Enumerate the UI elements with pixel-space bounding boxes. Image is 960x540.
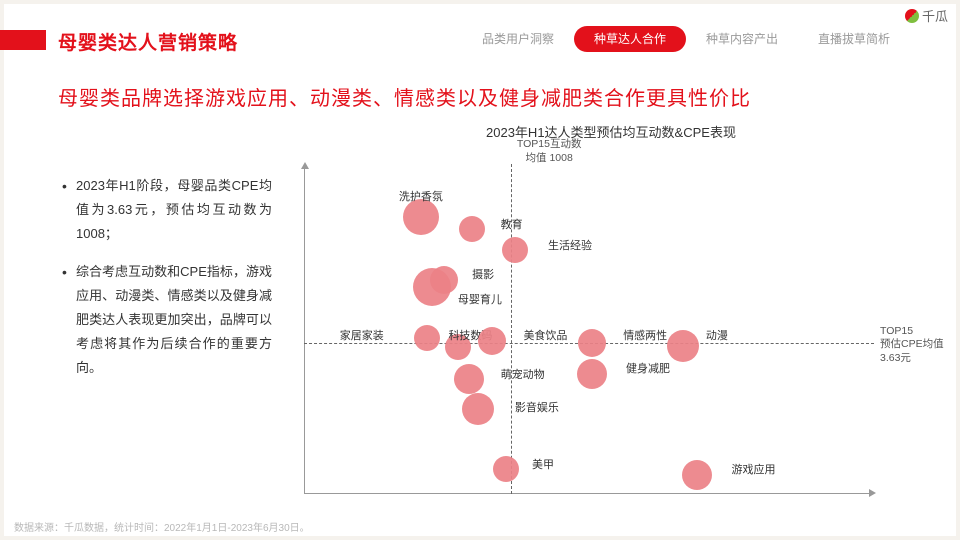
bubble-洗护香氛 (403, 199, 439, 235)
plot-area: TOP15互动数均值 1008TOP15预估CPE均值3.63元洗护香氛教育生活… (304, 164, 874, 494)
bubble-情感两性 (578, 329, 606, 357)
bubble-label-健身减肥: 健身减肥 (626, 360, 670, 376)
bubble-label-生活经验: 生活经验 (548, 237, 592, 253)
tab-种草达人合作[interactable]: 种草达人合作 (574, 26, 686, 52)
x-axis (304, 493, 874, 494)
bubble-label-情感两性: 情感两性 (623, 327, 667, 343)
bubble-label-母婴育儿: 母婴育儿 (458, 291, 502, 307)
chart-title: 2023年H1达人类型预估均互动数&CPE表现 (296, 122, 926, 141)
bubble-label-洗护香氛: 洗护香氛 (399, 188, 443, 204)
bubble-label-游戏应用: 游戏应用 (732, 461, 776, 477)
ref-line-vertical (511, 164, 512, 494)
tab-品类用户洞察[interactable]: 品类用户洞察 (462, 26, 574, 52)
logo-text: 千瓜 (922, 6, 948, 25)
x-ref-label: TOP15预估CPE均值3.63元 (880, 325, 944, 366)
y-axis (304, 164, 305, 494)
bubble-母婴育儿 (413, 268, 451, 306)
bubble-label-美食饮品: 美食饮品 (523, 327, 567, 343)
slide-page: 母婴类达人营销策略 品类用户洞察种草达人合作种草内容产出直播拔草简析 千瓜 母婴… (0, 0, 960, 540)
bullets-ul: 2023年H1阶段，母婴品类CPE均值为3.63元，预估均互动数为1008； 综合… (62, 174, 272, 380)
bubble-label-摄影: 摄影 (472, 266, 494, 282)
bullet-list: 2023年H1阶段，母婴品类CPE均值为3.63元，预估均互动数为1008； 综合… (62, 174, 272, 394)
bubble-教育 (459, 216, 485, 242)
bullet-item: 2023年H1阶段，母婴品类CPE均值为3.63元，预估均互动数为1008； (62, 174, 272, 246)
brand-logo: 千瓜 (905, 6, 948, 25)
footer-source: 数据来源：千瓜数据，统计时间：2022年1月1日-2023年6月30日。 (14, 519, 310, 534)
bubble-影音娱乐 (462, 393, 494, 425)
bubble-美食饮品 (478, 327, 506, 355)
subtitle: 母婴类品牌选择游戏应用、动漫类、情感类以及健身减肥类合作更具性价比 (58, 82, 751, 111)
y-ref-label: TOP15互动数均值 1008 (517, 138, 582, 165)
tab-种草内容产出[interactable]: 种草内容产出 (686, 26, 798, 52)
bubble-label-家居家装: 家居家装 (340, 327, 384, 343)
bubble-游戏应用 (682, 460, 712, 490)
bubble-label-美甲: 美甲 (532, 456, 554, 472)
bubble-动漫 (667, 330, 699, 362)
bubble-萌宠动物 (454, 364, 484, 394)
bubble-生活经验 (502, 237, 528, 263)
tab-strip: 品类用户洞察种草达人合作种草内容产出直播拔草简析 (462, 26, 910, 52)
title-accent (0, 30, 46, 50)
topbar: 母婴类达人营销策略 品类用户洞察种草达人合作种草内容产出直播拔草简析 千瓜 (0, 0, 960, 58)
bubble-label-动漫: 动漫 (706, 327, 728, 343)
bubble-家居家装 (414, 325, 440, 351)
scatter-chart: 2023年H1达人类型预估均互动数&CPE表现 TOP15互动数均值 1008T… (296, 122, 926, 504)
page-title: 母婴类达人营销策略 (58, 28, 238, 55)
bubble-label-影音娱乐: 影音娱乐 (515, 399, 559, 415)
bullet-item: 综合考虑互动数和CPE指标，游戏应用、动漫类、情感类以及健身减肥类达人表现更加突… (62, 260, 272, 380)
bubble-label-萌宠动物: 萌宠动物 (501, 366, 545, 382)
tab-直播拔草简析[interactable]: 直播拔草简析 (798, 26, 910, 52)
bubble-健身减肥 (577, 359, 607, 389)
logo-icon (905, 9, 919, 23)
bubble-label-教育: 教育 (501, 216, 523, 232)
bubble-美甲 (493, 456, 519, 482)
